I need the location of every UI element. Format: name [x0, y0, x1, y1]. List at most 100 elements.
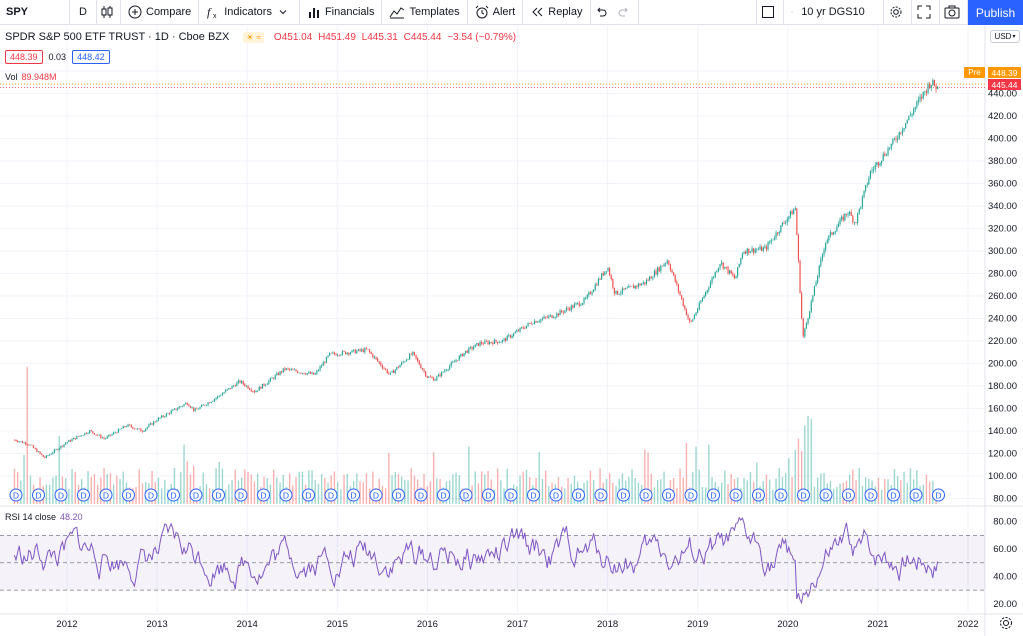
dividend-marker[interactable]: D: [9, 488, 23, 502]
dividend-marker[interactable]: D: [302, 488, 315, 502]
dividend-marker[interactable]: D: [842, 488, 855, 502]
dividend-marker[interactable]: D: [324, 488, 338, 502]
chart-settings-gear-icon[interactable]: [998, 615, 1014, 631]
redo-button[interactable]: [615, 0, 639, 25]
candle-body: [700, 301, 702, 303]
undo-button[interactable]: [591, 0, 615, 25]
dividend-marker[interactable]: D: [864, 488, 878, 502]
candle-body: [757, 249, 760, 250]
fullscreen-layout-button[interactable]: [756, 0, 784, 25]
dividend-marker[interactable]: D: [257, 488, 270, 502]
dividend-marker[interactable]: D: [707, 488, 720, 502]
dividend-marker[interactable]: D: [797, 488, 810, 502]
dividend-marker[interactable]: D: [414, 488, 428, 502]
time-tick-label: 2012: [56, 619, 77, 630]
fullscreen-button[interactable]: [912, 0, 940, 25]
candle-body: [825, 242, 827, 250]
series-title[interactable]: SPDR S&P 500 ETF TRUST · 1D · Cboe BZX: [5, 31, 230, 43]
dividend-marker[interactable]: D: [752, 488, 765, 502]
dividend-marker[interactable]: D: [819, 488, 833, 502]
dividend-marker[interactable]: D: [909, 488, 923, 502]
dividend-marker[interactable]: D: [32, 488, 45, 502]
candle-body: [402, 361, 404, 363]
dividend-marker[interactable]: D: [99, 488, 113, 502]
symbol-search-button[interactable]: SPY: [0, 0, 70, 25]
candle-body: [508, 335, 510, 336]
replay-button[interactable]: Replay: [523, 0, 591, 25]
dividend-marker[interactable]: D: [212, 488, 225, 502]
volume-bar: [656, 479, 659, 504]
dividend-marker[interactable]: D: [932, 488, 945, 502]
dividend-marker[interactable]: D: [144, 488, 158, 502]
candle-body: [135, 428, 137, 430]
dividend-marker[interactable]: D: [594, 488, 608, 502]
dividend-marker[interactable]: D: [617, 488, 630, 502]
svg-text:D: D: [35, 491, 41, 501]
dividend-marker[interactable]: D: [437, 488, 450, 502]
dividend-marker[interactable]: D: [392, 488, 405, 502]
dividend-marker[interactable]: D: [662, 488, 675, 502]
dividend-marker[interactable]: D: [189, 488, 203, 502]
rsi-label[interactable]: RSI 14 close: [5, 512, 57, 522]
volume-label[interactable]: Vol: [5, 72, 18, 82]
rsi-axis[interactable]: 80.00 60.00 40.00 20.00: [993, 517, 1017, 610]
candle-body: [274, 375, 276, 379]
dividend-marker[interactable]: D: [77, 488, 90, 502]
dividend-marker[interactable]: D: [54, 488, 68, 502]
currency-select[interactable]: USD ▾: [990, 30, 1020, 43]
dividend-marker[interactable]: D: [459, 488, 473, 502]
candle-body: [493, 339, 496, 345]
volume-bar: [295, 477, 297, 504]
dividend-marker[interactable]: D: [347, 488, 360, 502]
templates-button[interactable]: Templates: [382, 0, 468, 25]
buy-price-button[interactable]: 448.42: [72, 50, 110, 64]
sell-price-button[interactable]: 448.39: [5, 50, 43, 64]
candle-body: [607, 268, 609, 272]
chart-grid: [0, 26, 1023, 636]
dividend-marker[interactable]: D: [482, 488, 495, 502]
chart-style-button[interactable]: [97, 0, 121, 25]
dividend-marker[interactable]: D: [572, 488, 585, 502]
dividend-marker[interactable]: D: [504, 488, 518, 502]
settings-button[interactable]: [884, 0, 912, 25]
candle-body: [913, 109, 915, 115]
alert-button[interactable]: Alert: [468, 0, 524, 25]
candle-body: [265, 384, 267, 386]
volume-bar: [448, 480, 451, 504]
candle-body: [149, 423, 152, 425]
dividend-marker[interactable]: D: [774, 488, 788, 502]
candle-body: [527, 323, 529, 326]
candle-body: [441, 371, 443, 377]
dividend-marker[interactable]: D: [549, 488, 563, 502]
market-status-badge[interactable]: ☀ ≈: [243, 31, 264, 43]
candle-body: [877, 162, 880, 166]
candle-body: [588, 292, 590, 295]
snapshot-button[interactable]: [940, 0, 968, 25]
interval-button[interactable]: D: [70, 0, 97, 25]
compare-button[interactable]: Compare: [121, 0, 200, 25]
dividend-marker[interactable]: D: [887, 488, 900, 502]
dividend-marker[interactable]: D: [527, 488, 540, 502]
dividend-marker[interactable]: D: [167, 488, 180, 502]
candle-body: [572, 305, 574, 308]
dividend-marker[interactable]: D: [279, 488, 293, 502]
candle-body: [892, 139, 894, 144]
compare-symbol-button[interactable]: 10 yr DGS10: [784, 0, 884, 25]
time-axis[interactable]: 2012 2013 2014 2015 2016 2017 2018 2019 2020 2021…: [56, 619, 978, 630]
dividend-marker[interactable]: D: [639, 488, 653, 502]
publish-button[interactable]: Publish: [968, 0, 1023, 25]
candle-body: [66, 442, 68, 444]
dividend-marker[interactable]: D: [369, 488, 383, 502]
candle-body: [791, 211, 793, 215]
dividend-marker[interactable]: D: [729, 488, 743, 502]
financials-button[interactable]: Financials: [300, 0, 383, 25]
candle-body: [692, 318, 694, 322]
dividend-marker[interactable]: D: [684, 488, 698, 502]
price-axis[interactable]: 460.00440.00420.00400.00380.00360.00340.…: [988, 66, 1017, 504]
dividend-marker[interactable]: D: [234, 488, 248, 502]
candle-body: [23, 442, 25, 444]
dividend-marker[interactable]: D: [122, 488, 135, 502]
candle-body: [842, 216, 844, 221]
